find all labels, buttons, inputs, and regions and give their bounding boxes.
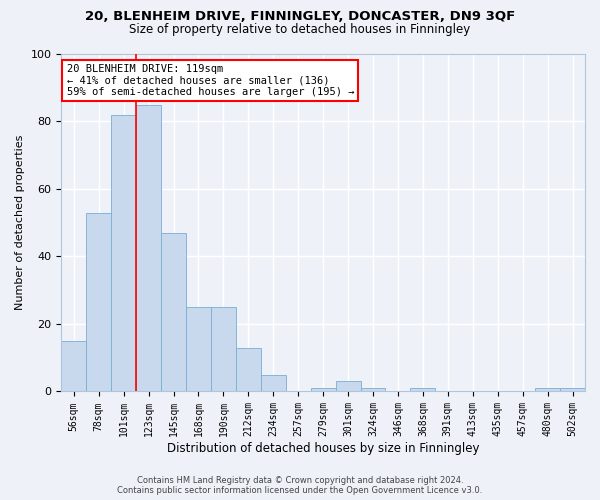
X-axis label: Distribution of detached houses by size in Finningley: Distribution of detached houses by size … bbox=[167, 442, 479, 455]
Bar bbox=[86, 212, 111, 392]
Text: Size of property relative to detached houses in Finningley: Size of property relative to detached ho… bbox=[130, 22, 470, 36]
Bar bbox=[261, 374, 286, 392]
Bar bbox=[535, 388, 560, 392]
Bar bbox=[311, 388, 335, 392]
Bar bbox=[161, 233, 186, 392]
Text: Contains HM Land Registry data © Crown copyright and database right 2024.
Contai: Contains HM Land Registry data © Crown c… bbox=[118, 476, 482, 495]
Bar bbox=[61, 341, 86, 392]
Bar bbox=[335, 382, 361, 392]
Text: 20, BLENHEIM DRIVE, FINNINGLEY, DONCASTER, DN9 3QF: 20, BLENHEIM DRIVE, FINNINGLEY, DONCASTE… bbox=[85, 10, 515, 23]
Bar bbox=[361, 388, 385, 392]
Bar bbox=[111, 114, 136, 392]
Bar bbox=[136, 104, 161, 392]
Bar bbox=[211, 307, 236, 392]
Bar bbox=[560, 388, 585, 392]
Bar bbox=[410, 388, 436, 392]
Text: 20 BLENHEIM DRIVE: 119sqm
← 41% of detached houses are smaller (136)
59% of semi: 20 BLENHEIM DRIVE: 119sqm ← 41% of detac… bbox=[67, 64, 354, 98]
Y-axis label: Number of detached properties: Number of detached properties bbox=[15, 135, 25, 310]
Bar bbox=[186, 307, 211, 392]
Bar bbox=[236, 348, 261, 392]
